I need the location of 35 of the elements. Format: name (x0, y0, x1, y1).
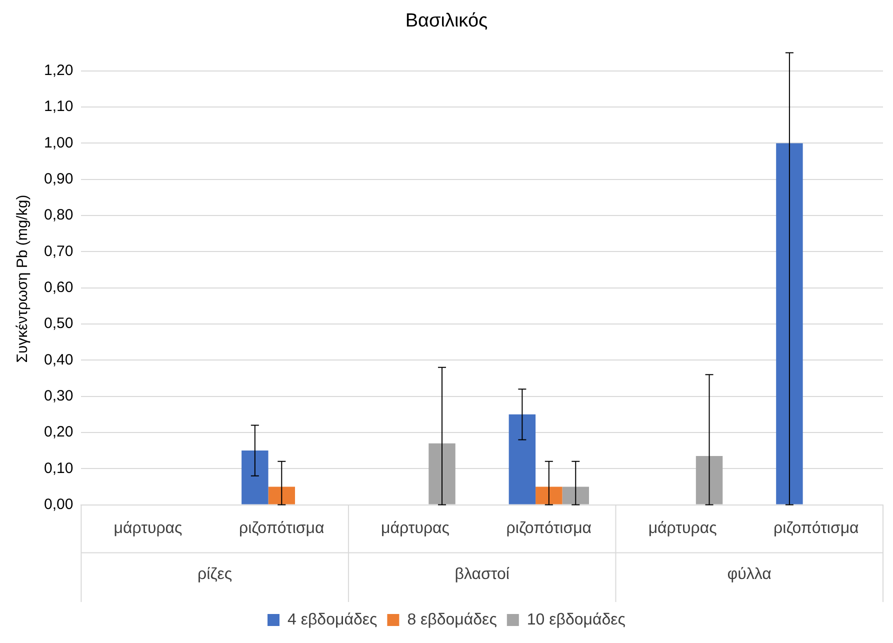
legend-label: 4 εβδομάδες (287, 611, 378, 628)
x-tick-label: ριζοπότισμα (239, 520, 324, 537)
bar (242, 450, 268, 504)
x-tick-label: μάρτυρας (381, 520, 450, 537)
bar (428, 443, 456, 504)
y-tick-label: 0,70 (44, 242, 74, 260)
x-tick-label: μάρτυρας (648, 520, 718, 537)
x-tick-label: ριζοπότισμα (506, 520, 592, 537)
bar (536, 486, 562, 504)
y-tick-label: 0,00 (44, 496, 74, 513)
bar (696, 456, 723, 504)
y-tick-label: 0,60 (44, 278, 74, 296)
bar (562, 486, 590, 504)
x-tick-label: μάρτυρας (114, 520, 183, 537)
bar (268, 486, 296, 504)
text: ρίζες (198, 566, 232, 584)
y-tick-label: 0,50 (44, 315, 74, 332)
chart-title: Βασιλικός (405, 10, 488, 32)
legend-label: 10 εβδομάδες (526, 611, 626, 628)
y-tick-label: 0,40 (44, 351, 74, 368)
y-tick-label: 1,10 (44, 98, 74, 116)
y-tick-label: 0,10 (44, 460, 74, 477)
y-tick-label: 0,30 (44, 387, 74, 404)
bar (508, 414, 536, 504)
text: βλαστοί (454, 566, 510, 584)
y-axis-title: Συγκέντρωση Pb (mg/kg) (14, 194, 32, 363)
y-tick-label: 1,00 (44, 134, 74, 152)
bar (776, 143, 803, 504)
text: φύλλα (727, 566, 772, 584)
legend-label: 8 εβδομάδες (407, 611, 498, 628)
x-tick-label: ριζοπότισμα (774, 520, 859, 537)
y-tick-label: 0,80 (44, 206, 74, 224)
y-tick-label: 0,90 (44, 170, 74, 188)
y-tick-label: 1,20 (44, 62, 74, 80)
y-tick-label: 0,20 (44, 424, 74, 441)
